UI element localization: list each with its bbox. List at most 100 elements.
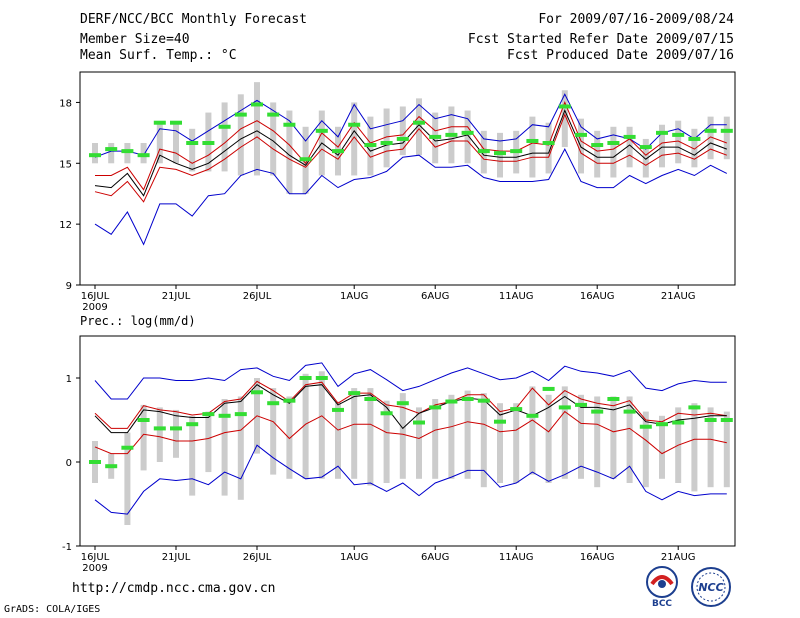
y-tick-label: 0 [66,458,72,469]
spread-box [691,403,698,492]
bcc-logo-label: BCC [652,599,672,608]
ensemble-mean-marker [121,445,134,450]
ensemble-mean-marker [267,112,280,117]
ensemble-mean-marker [137,153,150,158]
fcst-started-date: Fcst Started Refer Date 2009/07/15 [467,32,734,47]
spread-box [286,110,293,194]
spread-box [594,396,601,488]
spread-box [221,102,228,172]
spread-box [497,132,503,178]
x-tick-label: 11AUG [499,291,534,302]
chart-title: DERF/NCC/BCC Monthly Forecast [80,12,307,27]
spread-box [399,393,406,479]
variable-label: Mean Surf. Temp.: °C [80,48,237,63]
ensemble-mean-marker [558,405,571,410]
x-tick-label: 6AUG [421,552,449,563]
median-line [94,384,727,434]
y-tick-label: 18 [59,98,72,109]
spread-box [92,143,98,164]
x-tick-label: 11AUG [499,552,534,563]
ensemble-mean-marker [510,149,523,154]
x-tick-label: 16AUG [580,552,615,563]
spread-box [270,388,277,475]
y-tick-label: 15 [59,159,72,170]
min-line [94,444,727,515]
ensemble-mean-marker [170,120,182,125]
spread-box [578,394,584,479]
ensemble-mean-marker [704,418,717,422]
spread-box [659,124,665,168]
spread-box [286,396,293,479]
x-tick-label: 21AUG [661,291,696,302]
ensemble-mean-marker [170,426,182,431]
spread-box [545,394,552,483]
bcc-logo: BCC [646,566,678,608]
ensemble-mean-marker [267,401,280,406]
ensemble-mean-marker [656,130,668,135]
ensemble-mean-marker [429,134,442,139]
ensemble-mean-marker [234,112,247,117]
ensemble-mean-marker [315,376,328,380]
ensemble-mean-marker [332,407,344,412]
ensemble-mean-marker [639,145,652,150]
x-tick-label: 21JUL [162,552,191,563]
ensemble-mean-marker [607,397,620,401]
spread-box [448,394,455,479]
lower-quartile-line [94,113,727,203]
x-tick-label: 21AUG [661,552,696,563]
spread-box [156,122,163,164]
y-tick-label: -1 [62,542,72,553]
ensemble-mean-marker [396,401,409,406]
ensemble-mean-marker [105,147,118,152]
spread-box [642,411,649,488]
max-line [94,93,727,158]
ensemble-mean-marker [445,399,458,404]
ensemble-mean-marker [526,413,539,418]
spread-box [351,388,358,479]
ncc-logo-ring [691,567,731,607]
forecast-period: For 2009/07/16-2009/08/24 [538,12,734,27]
bcc-logo-arc [650,575,674,586]
ensemble-mean-marker [186,422,199,427]
spread-box [675,120,682,164]
ensemble-mean-marker [186,141,199,145]
spread-box [659,415,665,479]
spread-box [140,404,147,471]
ensemble-mean-marker [153,426,166,431]
ensemble-mean-marker [218,413,231,418]
spread-box [351,102,358,176]
spread-box [140,143,147,164]
x-tick-label: 16JUL [81,291,110,302]
ensemble-mean-marker [299,376,312,380]
precip-variable-label: Prec.: log(mm/d) [80,314,196,328]
ensemble-mean-marker [218,124,231,129]
grads-credit: GrADS: COLA/IGES [4,604,101,615]
ensemble-mean-marker [591,409,604,414]
y-tick-label: 9 [66,281,72,292]
ensemble-mean-marker [704,128,717,133]
spread-box [723,411,730,488]
spread-box [254,82,260,176]
ensemble-mean-marker [105,464,118,469]
spread-box [318,371,325,479]
max-line [94,362,727,400]
ensemble-mean-marker [720,418,733,422]
ensemble-mean-marker [623,409,636,414]
spread-box [561,90,568,148]
source-url[interactable]: http://cmdp.ncc.cma.gov.cn [72,581,276,596]
ensemble-mean-marker [137,418,150,422]
upper-quartile-line [94,380,727,429]
ensemble-mean-marker [153,120,166,125]
spread-box [302,373,309,479]
spread-box [237,94,244,176]
ensemble-mean-marker [477,149,490,154]
bcc-logo-dot [658,580,666,588]
spread-box [707,116,714,160]
ensemble-mean-marker [234,412,247,417]
spread-box [205,411,212,473]
ensemble-mean-marker [89,460,101,464]
ensemble-mean-marker [315,128,328,133]
spread-box [189,415,196,496]
spread-box [561,386,568,479]
